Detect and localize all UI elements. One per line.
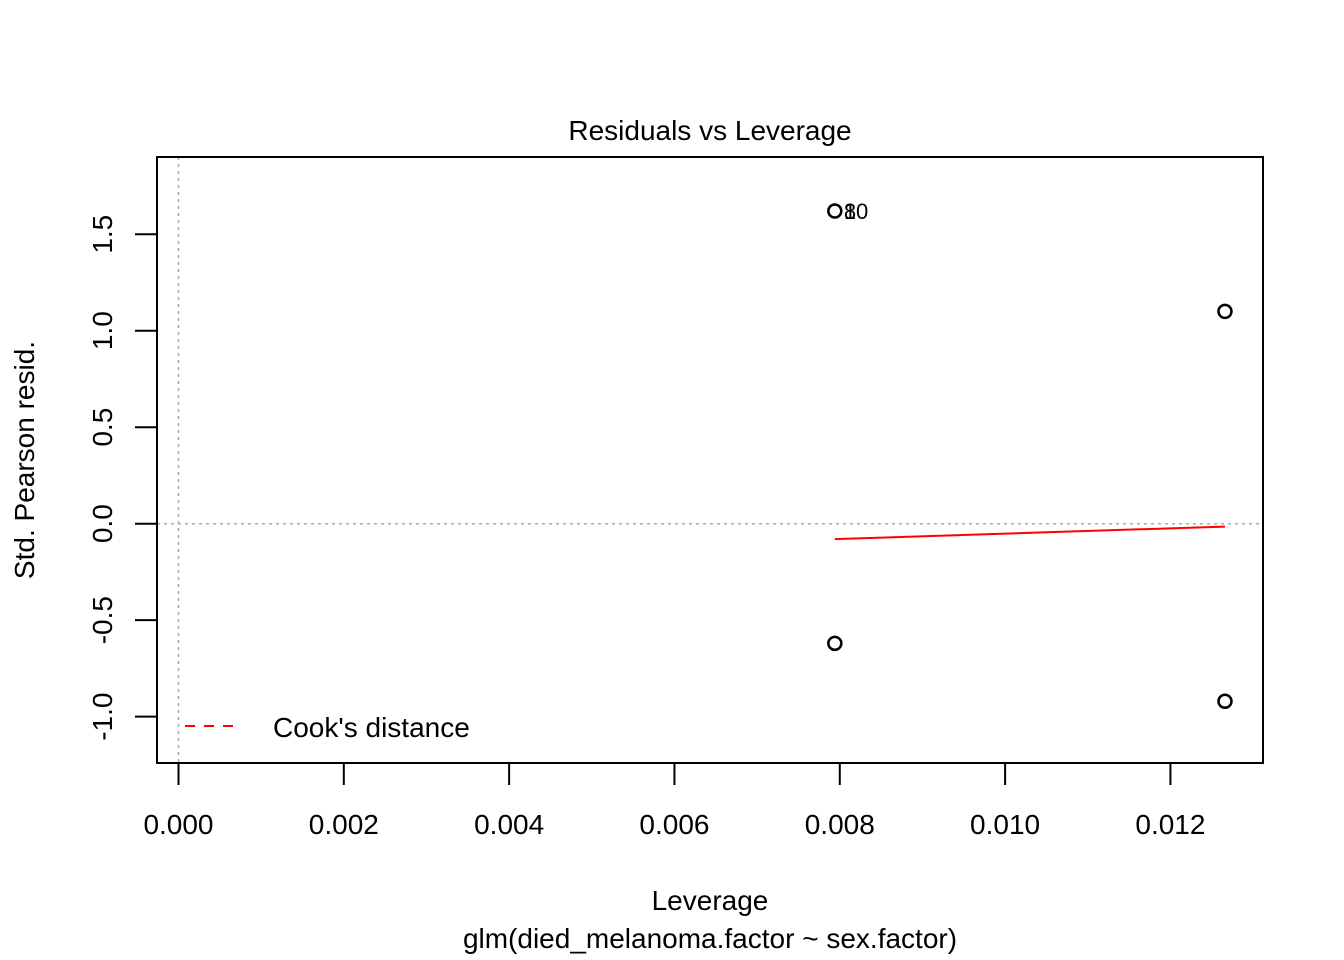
x-tick-label: 0.006 [639,809,709,840]
y-tick-label: 0.5 [87,408,118,447]
y-tick-label: -0.5 [87,596,118,644]
smooth-line [834,525,1226,541]
x-tick-label: 0.002 [309,809,379,840]
y-axis-label: Std. Pearson resid. [9,341,40,579]
smooth-line-group [834,525,1226,541]
x-axis: 0.000 0.002 0.004 0.006 0.008 0.010 0.012 [143,762,1205,840]
chart-title: Residuals vs Leverage [568,115,851,146]
y-tick-label: 1.5 [87,215,118,254]
x-axis-label: Leverage [652,885,769,916]
x-tick-label: 0.000 [143,809,213,840]
plot-frame [156,156,1264,764]
data-points [827,203,1233,709]
data-point [827,203,843,219]
x-tick-label: 0.008 [805,809,875,840]
legend-label-cooks-distance: Cook's distance [273,712,470,743]
data-point [1217,693,1233,709]
legend: Cook's distance [185,712,470,743]
x-tick-label: 0.012 [1135,809,1205,840]
y-tick-label: 1.0 [87,311,118,350]
chart-subtitle: glm(died_melanoma.factor ~ sex.factor) [463,923,957,954]
x-tick-label: 0.004 [474,809,544,840]
y-tick-label: -1.0 [87,693,118,741]
data-point [1217,303,1233,320]
point-label: 10 [844,199,868,224]
point-labels: 810 [844,199,868,224]
y-tick-label: 0.0 [87,504,118,543]
data-point [827,635,843,652]
x-tick-label: 0.010 [970,809,1040,840]
y-axis: -1.0 -0.5 0.0 0.5 1.0 1.5 [87,215,158,741]
point-label: 8 [844,199,856,224]
reference-lines [157,157,1263,763]
